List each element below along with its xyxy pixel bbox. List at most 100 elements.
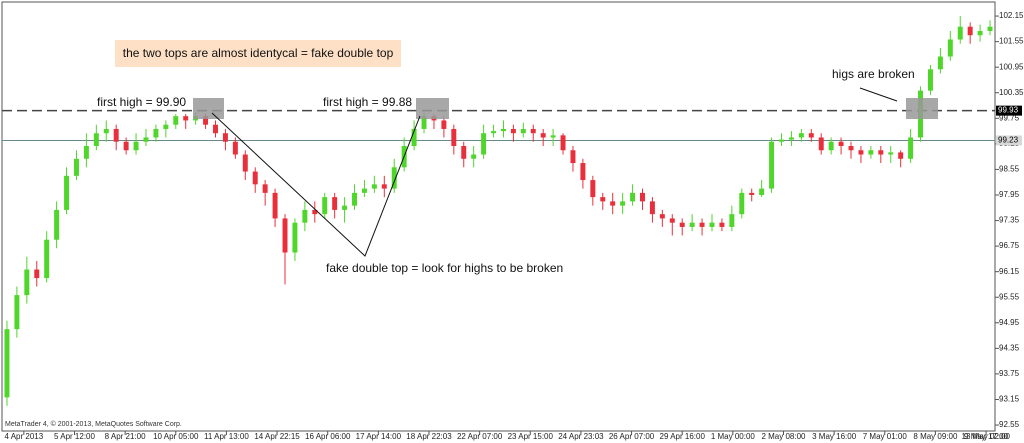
x-tick-label: 1 May 00:00 bbox=[711, 432, 756, 441]
y-tick-label: 101.55 bbox=[999, 37, 1024, 46]
candle-body bbox=[540, 133, 546, 138]
candle-body bbox=[213, 124, 218, 134]
candle-body bbox=[947, 39, 953, 57]
candle-body bbox=[967, 26, 973, 36]
candle-body bbox=[739, 192, 745, 215]
candle-body bbox=[510, 128, 516, 134]
candle-body bbox=[868, 150, 874, 155]
candle-body bbox=[729, 214, 735, 227]
y-tick-label: 100.35 bbox=[999, 88, 1024, 97]
candle-body bbox=[699, 222, 705, 227]
candle-body bbox=[481, 133, 487, 155]
candle-body bbox=[302, 209, 308, 223]
candle-body bbox=[292, 222, 298, 253]
candle-body bbox=[252, 171, 258, 185]
candle-body bbox=[471, 154, 477, 159]
candle-body bbox=[818, 137, 824, 151]
candle-body bbox=[689, 222, 695, 227]
candle-body bbox=[183, 116, 189, 121]
candle-body bbox=[808, 133, 814, 138]
candle-body bbox=[858, 150, 864, 155]
pointer-line bbox=[211, 112, 421, 257]
candle-body bbox=[103, 128, 109, 134]
candle-body bbox=[44, 239, 50, 279]
x-tick-label: 8 May 09:00 bbox=[913, 432, 958, 441]
candle-body bbox=[163, 124, 169, 129]
y-tick-label: 93.75 bbox=[999, 369, 1020, 378]
x-tick-label: 22 Apr 07:00 bbox=[457, 432, 503, 441]
candle-body bbox=[580, 163, 586, 181]
x-tick-label: 16 Apr 06:00 bbox=[305, 432, 351, 441]
candle-body bbox=[272, 192, 278, 219]
level-label: 99.23 bbox=[998, 136, 1019, 145]
annotation: first high = 99.88 bbox=[323, 95, 412, 109]
candle-body bbox=[461, 145, 467, 159]
candle-body bbox=[659, 214, 665, 219]
y-tick-label: 97.95 bbox=[999, 190, 1020, 199]
candle-body bbox=[54, 209, 60, 240]
candle-body bbox=[73, 158, 79, 176]
candle-body bbox=[898, 152, 904, 159]
y-tick-label: 94.95 bbox=[999, 318, 1020, 327]
candle-body bbox=[93, 133, 99, 146]
annotation: fake double top = look for highs to be b… bbox=[326, 261, 563, 275]
candle-body bbox=[332, 197, 338, 210]
candle-body bbox=[719, 222, 725, 227]
candle-body bbox=[620, 201, 626, 206]
y-tick-label: 100.95 bbox=[999, 62, 1024, 71]
pointer-line bbox=[859, 87, 898, 102]
annotation: higs are broken bbox=[832, 67, 915, 81]
candle-body bbox=[242, 154, 248, 172]
candle-body bbox=[14, 295, 20, 330]
y-tick-label: 96.75 bbox=[999, 241, 1020, 250]
candle-body bbox=[500, 128, 506, 132]
annotation: first high = 99.90 bbox=[97, 95, 186, 109]
x-tick-label: 24 Apr 23:03 bbox=[558, 432, 604, 441]
level-label: 99.93 bbox=[998, 106, 1019, 115]
highlight-box bbox=[416, 98, 449, 119]
candle-body bbox=[411, 128, 417, 146]
candle-body bbox=[391, 167, 397, 189]
x-tick-label: 13 May 02:00 bbox=[962, 432, 1011, 441]
level-label-box bbox=[996, 135, 1022, 146]
candle-body bbox=[342, 205, 348, 210]
x-tick-label: 23 Apr 15:00 bbox=[508, 432, 554, 441]
candle-body bbox=[749, 192, 755, 195]
candle-body bbox=[113, 128, 119, 142]
candle-body bbox=[878, 150, 884, 155]
level-label-box bbox=[996, 105, 1022, 116]
candle-body bbox=[977, 30, 983, 36]
candle-body bbox=[123, 141, 129, 151]
candle-body bbox=[828, 141, 834, 151]
y-tick-label: 99.75 bbox=[999, 113, 1020, 122]
y-tick-label: 92.55 bbox=[999, 420, 1020, 429]
x-tick-label: 29 Apr 16:00 bbox=[660, 432, 706, 441]
highlight-box bbox=[193, 98, 224, 119]
candle-body bbox=[222, 133, 228, 142]
y-tick-label: 102.15 bbox=[999, 11, 1024, 20]
headline-box bbox=[115, 40, 401, 67]
y-tick-label: 94.35 bbox=[999, 343, 1020, 352]
x-tick-label: 7 May 01:00 bbox=[863, 432, 908, 441]
candle-body bbox=[848, 145, 854, 151]
plot-frame bbox=[1, 1, 996, 432]
candle-body bbox=[361, 188, 367, 193]
candle-body bbox=[640, 192, 645, 202]
candle-body bbox=[937, 56, 943, 70]
candle-body bbox=[4, 329, 10, 398]
candle-body bbox=[451, 128, 457, 146]
y-tick-label: 96.15 bbox=[999, 267, 1020, 276]
highlight-box bbox=[906, 98, 938, 119]
candle-body bbox=[798, 133, 804, 138]
candle-body bbox=[610, 201, 616, 206]
candle-body bbox=[888, 152, 894, 155]
candle-body bbox=[570, 150, 576, 164]
x-tick-label: 9 May 17:00 bbox=[964, 432, 1009, 441]
candle-body bbox=[143, 137, 149, 142]
candle-body bbox=[600, 197, 606, 202]
x-tick-label: 4 Apr 2013 bbox=[4, 432, 43, 441]
candle-body bbox=[421, 116, 427, 129]
candle-body bbox=[788, 137, 794, 140]
candle-body bbox=[560, 135, 566, 151]
candle-body bbox=[908, 137, 914, 159]
